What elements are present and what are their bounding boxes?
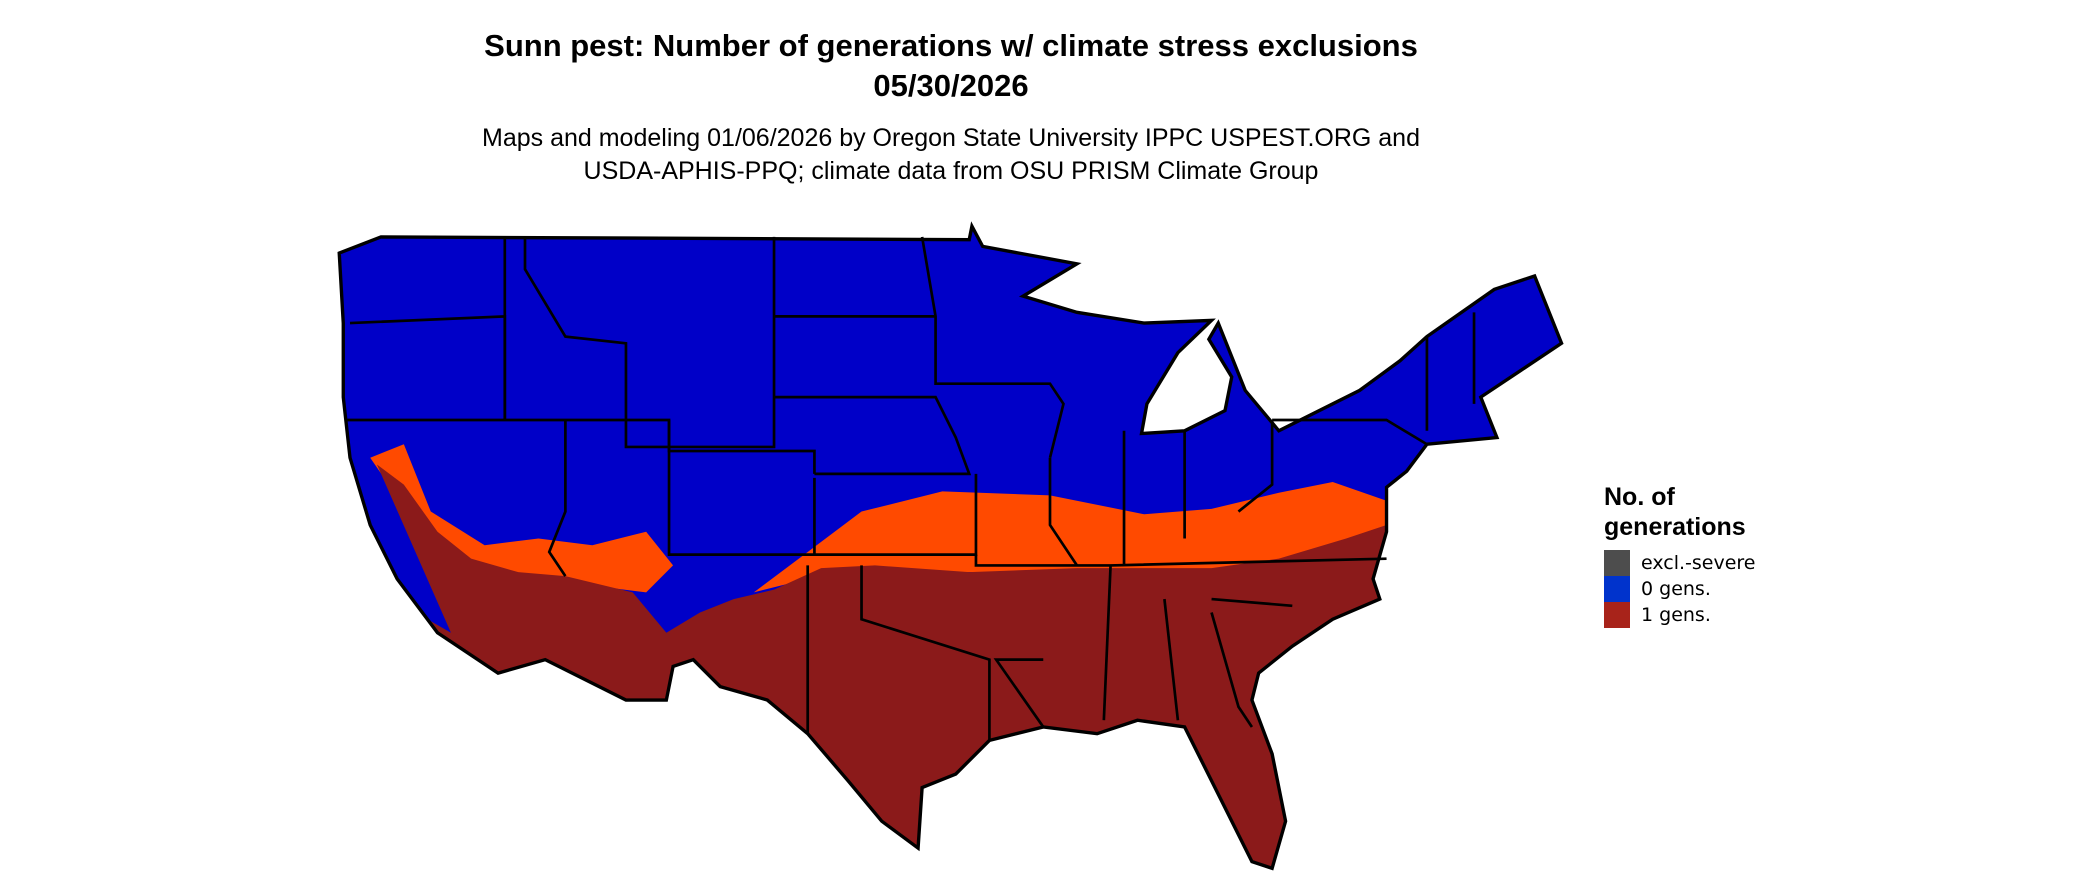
legend-swatch — [1604, 602, 1630, 628]
legend-title-line2: generations — [1604, 513, 1746, 541]
legend: No. of generations excl.-severe 0 gens. … — [1604, 482, 1756, 628]
map-subtitle-line2: USDA-APHIS-PPQ; climate data from OSU PR… — [583, 157, 1319, 185]
legend-label: 1 gens. — [1641, 604, 1711, 626]
legend-swatch — [1604, 550, 1630, 576]
legend-item-1-gens: 1 gens. — [1604, 602, 1756, 628]
legend-item-0-gens: 0 gens. — [1604, 576, 1756, 602]
map-subtitle-line1: Maps and modeling 01/06/2026 by Oregon S… — [482, 124, 1420, 152]
state-borders — [347, 236, 1476, 741]
legend-label: excl.-severe — [1641, 552, 1756, 574]
map-date: 05/30/2026 — [873, 68, 1029, 103]
legend-title-line1: No. of — [1604, 483, 1675, 511]
legend-swatch — [1604, 576, 1630, 602]
legend-item-excl-severe: excl.-severe — [1604, 550, 1756, 576]
partial-gens-band — [753, 481, 1387, 593]
legend-label: 0 gens. — [1641, 578, 1711, 600]
map-title: Sunn pest: Number of generations w/ clim… — [484, 28, 1418, 63]
